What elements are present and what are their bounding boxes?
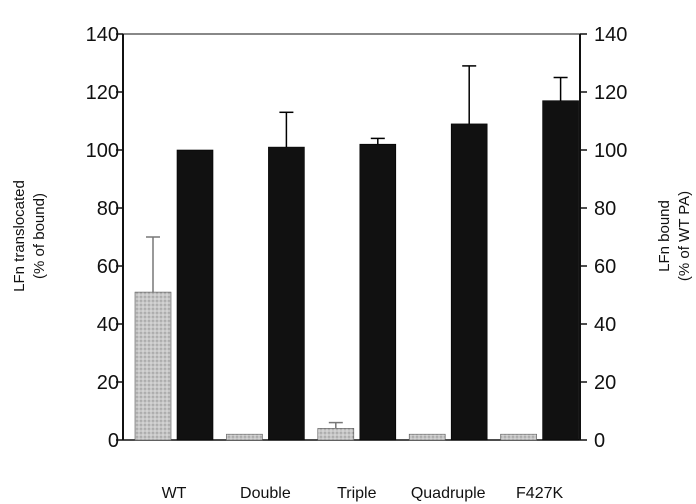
right-axis-label-line2: (% of WT PA) — [676, 191, 693, 281]
right-axis-label-line1: LFn bound — [656, 200, 673, 272]
bound-bar-double — [268, 146, 305, 441]
right-tick-label: 100 — [594, 140, 627, 162]
category-label: WT — [162, 485, 187, 502]
bound-bar-f427k — [542, 100, 579, 441]
right-axis-ticks: 0 20 40 60 80 100 120 140 — [580, 24, 627, 452]
category-label: Double — [240, 485, 291, 502]
translocated-bar-wt — [134, 291, 172, 441]
left-tick-label: 60 — [97, 256, 119, 278]
left-tick-label: 80 — [97, 198, 119, 220]
right-tick-label: 80 — [594, 198, 616, 220]
right-tick-label: 120 — [594, 82, 627, 104]
bound-bar-wt — [176, 149, 214, 441]
left-axis-label-line1: LFn translocated — [11, 180, 28, 292]
right-tick-label: 20 — [594, 372, 616, 394]
translocated-bar-f427k — [500, 433, 537, 441]
category-label: Triple — [337, 485, 377, 502]
left-tick-label: 100 — [86, 140, 119, 162]
left-tick-label: 140 — [86, 24, 119, 46]
left-tick-label: 40 — [97, 314, 119, 336]
left-tick-label: 120 — [86, 82, 119, 104]
translocated-bar-quadruple — [408, 433, 446, 441]
category-labels: WT Double Triple Quadruple F427K — [162, 485, 564, 502]
left-tick-label: 20 — [97, 372, 119, 394]
translocated-bar-triple — [317, 428, 355, 441]
category-label: F427K — [516, 485, 563, 502]
translocated-bar-double — [226, 433, 263, 441]
right-tick-label: 0 — [594, 430, 605, 452]
left-axis-ticks: 0 20 40 60 80 100 120 140 — [86, 24, 123, 452]
right-tick-label: 60 — [594, 256, 616, 278]
left-axis-label-line2: (% of bound) — [31, 193, 48, 279]
category-label: Quadruple — [411, 485, 486, 502]
bound-bar-quadruple — [450, 123, 488, 441]
bound-bar-triple — [359, 143, 397, 441]
left-tick-label: 0 — [108, 430, 119, 452]
right-tick-label: 140 — [594, 24, 627, 46]
right-tick-label: 40 — [594, 314, 616, 336]
bars — [134, 65, 579, 441]
